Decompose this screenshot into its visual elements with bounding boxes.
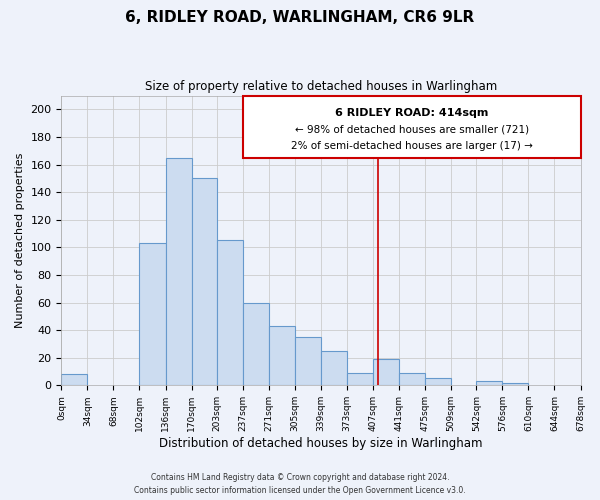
Bar (166, 158, 191, 386)
Bar (243, 96, 581, 158)
Bar (476, 381, 502, 386)
Bar (295, 337, 321, 386)
Bar (217, 240, 243, 386)
Bar (321, 351, 347, 386)
Bar (425, 378, 451, 386)
Bar (373, 359, 399, 386)
Text: 2% of semi-detached houses are larger (17) →: 2% of semi-detached houses are larger (1… (291, 142, 533, 152)
Bar (399, 373, 425, 386)
Title: Size of property relative to detached houses in Warlingham: Size of property relative to detached ho… (145, 80, 497, 93)
Text: 6 RIDLEY ROAD: 414sqm: 6 RIDLEY ROAD: 414sqm (335, 108, 488, 118)
Bar (191, 178, 217, 386)
Text: ← 98% of detached houses are smaller (721): ← 98% of detached houses are smaller (72… (295, 124, 529, 134)
Bar (139, 243, 166, 386)
Bar (243, 302, 269, 386)
Bar (61, 374, 88, 386)
Bar (347, 373, 373, 386)
Bar (269, 326, 295, 386)
Bar (502, 382, 529, 386)
X-axis label: Distribution of detached houses by size in Warlingham: Distribution of detached houses by size … (159, 437, 483, 450)
Y-axis label: Number of detached properties: Number of detached properties (15, 153, 25, 328)
Text: Contains HM Land Registry data © Crown copyright and database right 2024.
Contai: Contains HM Land Registry data © Crown c… (134, 474, 466, 495)
Text: 6, RIDLEY ROAD, WARLINGHAM, CR6 9LR: 6, RIDLEY ROAD, WARLINGHAM, CR6 9LR (125, 10, 475, 25)
